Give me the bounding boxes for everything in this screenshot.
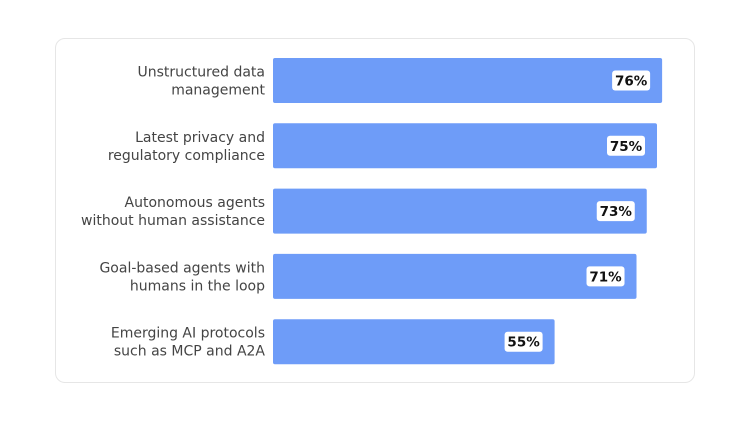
value-label-4: 71% xyxy=(589,269,622,285)
value-label-box-5 xyxy=(504,331,543,352)
category-label-line: regulatory compliance xyxy=(108,148,265,164)
category-label-1: Unstructured data management xyxy=(137,65,265,99)
bar-1 xyxy=(273,58,663,103)
category-label-line: Emerging AI protocols xyxy=(111,326,265,342)
category-label-line: management xyxy=(171,83,265,99)
category-label-line: humans in the loop xyxy=(130,278,265,294)
value-label-1: 76% xyxy=(615,74,648,90)
bar-2 xyxy=(273,123,657,169)
value-label-2: 75% xyxy=(610,139,643,155)
bar-4 xyxy=(273,253,637,299)
bar-5 xyxy=(273,319,555,365)
value-label-3: 73% xyxy=(600,204,633,220)
value-label-box-4 xyxy=(586,266,625,287)
category-label-line: without human assistance xyxy=(81,213,265,229)
category-label-line: Goal-based agents with xyxy=(99,260,265,276)
category-label-line: such as MCP and A2A xyxy=(114,344,266,360)
category-label-2: Latest privacy and regulatory compliance xyxy=(108,130,265,164)
value-label-box-1 xyxy=(612,70,651,91)
bar-3 xyxy=(273,188,647,234)
category-label-line: Unstructured data xyxy=(137,65,265,81)
category-label-line: Latest privacy and xyxy=(135,130,265,146)
value-label-5: 55% xyxy=(507,335,540,351)
category-label-3: Autonomous agents without human assistanc… xyxy=(81,195,265,229)
category-label-line: Autonomous agents xyxy=(125,195,266,211)
category-label-4: Goal-based agents with humans in the loop xyxy=(99,260,265,294)
category-label-5: Emerging AI protocols such as MCP and A2A xyxy=(111,326,266,360)
value-label-box-3 xyxy=(596,201,635,222)
value-label-box-2 xyxy=(607,135,645,156)
